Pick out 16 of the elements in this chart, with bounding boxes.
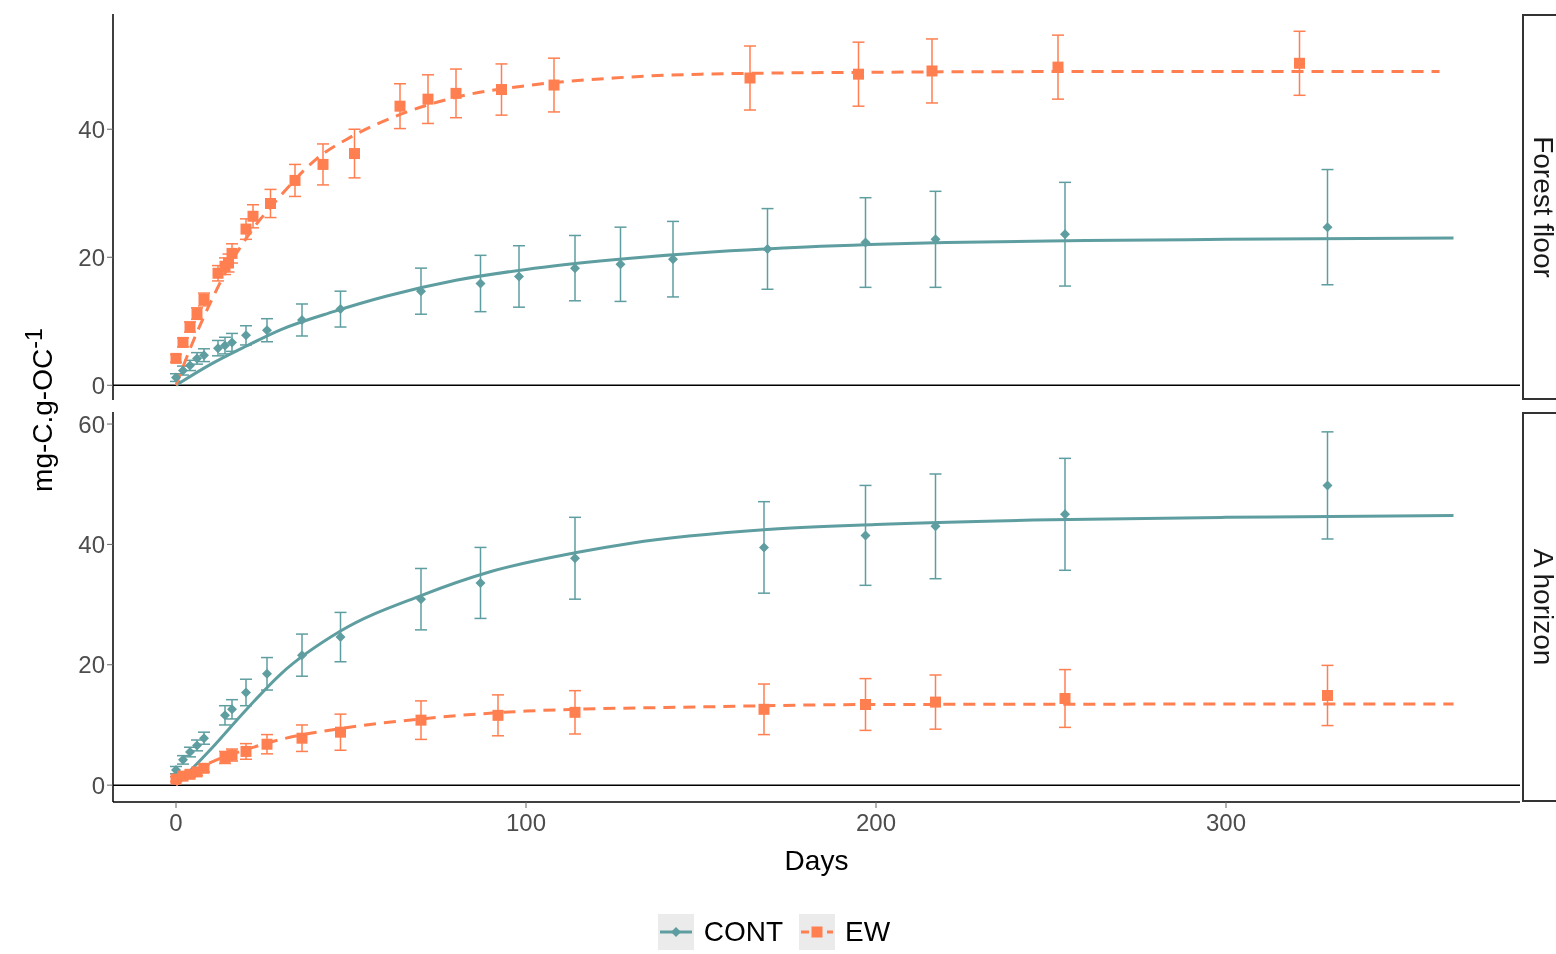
x-tick-label: 100 (505, 809, 547, 837)
y-tick-label: 0 (91, 371, 105, 399)
y-tick-label: 20 (78, 651, 105, 679)
x-tick-label: 300 (1205, 809, 1247, 837)
y-tick-label: 60 (78, 410, 105, 438)
y-tick-label: 0 (91, 771, 105, 799)
y-tick-label: 20 (78, 243, 105, 271)
x-tick-label: 200 (855, 809, 897, 837)
text: A horizon (1527, 548, 1556, 666)
y-tick-label: 40 (78, 115, 105, 143)
text: Forest floor (1527, 136, 1556, 278)
x-axis-title: Days (784, 845, 849, 876)
y-tick-label: 40 (78, 530, 105, 558)
legend-label: CONT (703, 916, 784, 948)
x-tick-label: 0 (169, 809, 183, 837)
legend-label: EW (845, 916, 891, 948)
